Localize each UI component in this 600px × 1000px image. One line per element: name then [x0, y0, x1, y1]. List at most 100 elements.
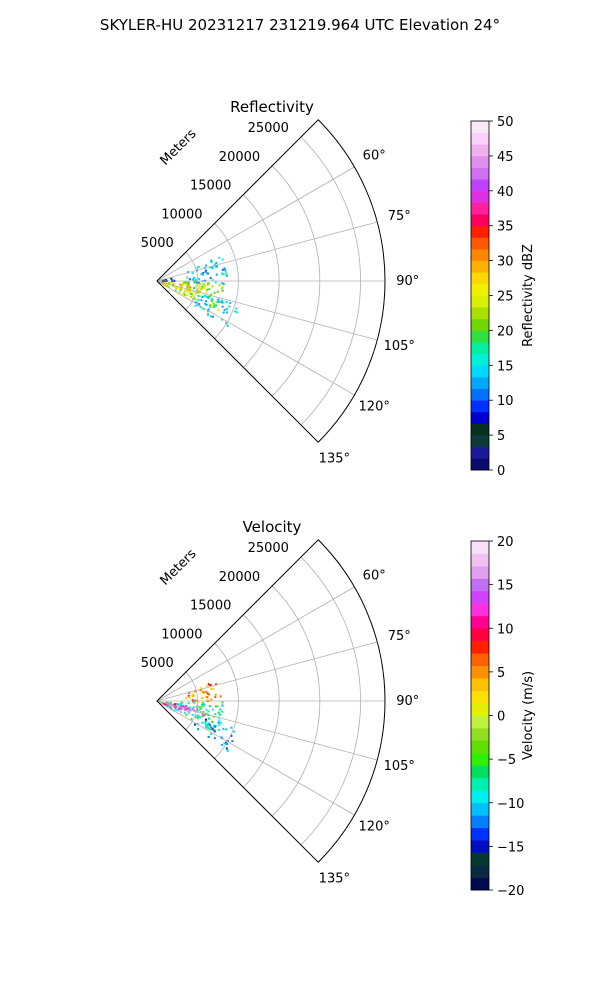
echo-pixel — [191, 695, 194, 697]
echo-pixel — [164, 279, 167, 281]
echo-pixel — [169, 283, 172, 285]
echo-pixel — [178, 709, 181, 712]
colorbar-swatch — [471, 740, 489, 754]
echo-pixel — [186, 288, 189, 291]
radial-tick-label: 25000 — [248, 121, 289, 136]
radial-tick-label: 15000 — [190, 179, 231, 194]
echo-pixel — [204, 695, 207, 698]
colorbar-tick-label: 10 — [497, 394, 514, 409]
azimuth-gridline — [156, 280, 378, 341]
echo-pixel — [200, 705, 203, 708]
echo-pixel — [221, 289, 224, 292]
echo-pixel — [166, 284, 169, 287]
echo-pixel — [201, 703, 204, 706]
echo-pixel — [212, 688, 215, 691]
echo-pixel — [198, 716, 201, 718]
echo-pixel — [218, 284, 221, 287]
echo-pixel — [216, 705, 219, 708]
echo-pixel — [204, 302, 207, 305]
colorbar-swatch — [471, 840, 489, 853]
echo-pixel — [201, 721, 204, 724]
echo-pixel — [205, 691, 208, 693]
echo-pixel — [200, 273, 203, 276]
echo-pixel — [228, 305, 231, 308]
colorbar-swatch — [471, 790, 489, 804]
echo-pixel — [219, 708, 222, 711]
echo-pixel — [207, 723, 210, 726]
echo-pixel — [221, 299, 223, 302]
colorbar-swatch — [471, 458, 489, 471]
echo-pixel — [211, 315, 214, 318]
colorbar-swatch — [471, 865, 489, 878]
echo-pixel — [180, 283, 182, 286]
echo-pixel — [208, 705, 211, 708]
colorbar-swatch — [471, 446, 489, 459]
echo-pixel — [221, 268, 224, 271]
echo-pixel — [206, 696, 209, 699]
panel-title: Reflectivity — [230, 98, 314, 116]
echo-pixel — [197, 295, 200, 297]
echo-pixel — [204, 270, 207, 273]
echo-pixel — [170, 707, 173, 710]
colorbar-swatch — [471, 272, 489, 285]
echo-pixel — [186, 271, 189, 274]
radial-tick-label: 10000 — [161, 207, 202, 222]
colorbar-tick-label: 50 — [497, 115, 514, 130]
echo-pixel — [216, 290, 219, 293]
echo-pixel — [209, 305, 212, 308]
echo-pixel — [221, 258, 224, 261]
echo-pixel — [186, 294, 189, 297]
echo-pixel — [215, 683, 217, 685]
echo-pixel — [206, 288, 208, 291]
echo-pixel — [197, 281, 200, 284]
colorbar-swatch — [471, 388, 489, 401]
echo-pixel — [164, 704, 167, 707]
echo-pixel — [207, 735, 210, 738]
colorbar-swatch — [471, 653, 489, 667]
echo-pixel — [216, 300, 219, 303]
echo-pixel — [204, 269, 207, 272]
echo-pixel — [171, 281, 174, 284]
colorbar-swatch — [471, 202, 489, 215]
echo-pixel — [205, 708, 208, 711]
echo-pixel — [188, 286, 191, 289]
echo-pixel — [208, 718, 211, 721]
echo-pixel — [187, 702, 190, 705]
colorbar-swatch — [471, 365, 489, 378]
echo-pixel — [196, 288, 199, 291]
echo-pixels — [161, 256, 238, 327]
echo-pixel — [186, 285, 189, 288]
echo-pixel — [206, 284, 209, 287]
echo-pixel — [194, 723, 196, 726]
azimuth-gridline — [156, 280, 355, 396]
colorbar-tick-label: 0 — [497, 464, 505, 479]
echo-pixel — [198, 285, 201, 288]
echo-pixel — [192, 291, 195, 294]
echo-pixel — [196, 301, 198, 304]
echo-pixel — [185, 710, 188, 713]
echo-pixel — [203, 703, 206, 706]
colorbar-tick-label: 5 — [497, 429, 505, 444]
colorbar-swatch — [471, 155, 489, 168]
echo-pixel — [204, 300, 207, 303]
echo-pixel — [214, 713, 217, 716]
echo-pixel — [223, 267, 226, 270]
echo-pixel — [234, 310, 237, 313]
echo-pixel — [208, 288, 211, 291]
echo-pixel — [214, 281, 217, 284]
echo-pixel — [201, 285, 204, 288]
echo-pixel — [199, 287, 202, 290]
echo-pixel — [210, 732, 213, 735]
echo-pixel — [218, 256, 221, 259]
echo-pixel — [194, 301, 197, 304]
colorbar-swatch — [471, 603, 489, 617]
echo-pixel — [209, 277, 212, 279]
echo-pixel — [186, 276, 189, 279]
echo-pixel — [196, 292, 199, 295]
echo-pixel — [200, 283, 203, 286]
echo-pixel — [230, 726, 233, 729]
colorbar-tick-label: 20 — [497, 535, 514, 550]
colorbar-swatch — [471, 121, 489, 134]
echo-pixel — [203, 692, 206, 694]
